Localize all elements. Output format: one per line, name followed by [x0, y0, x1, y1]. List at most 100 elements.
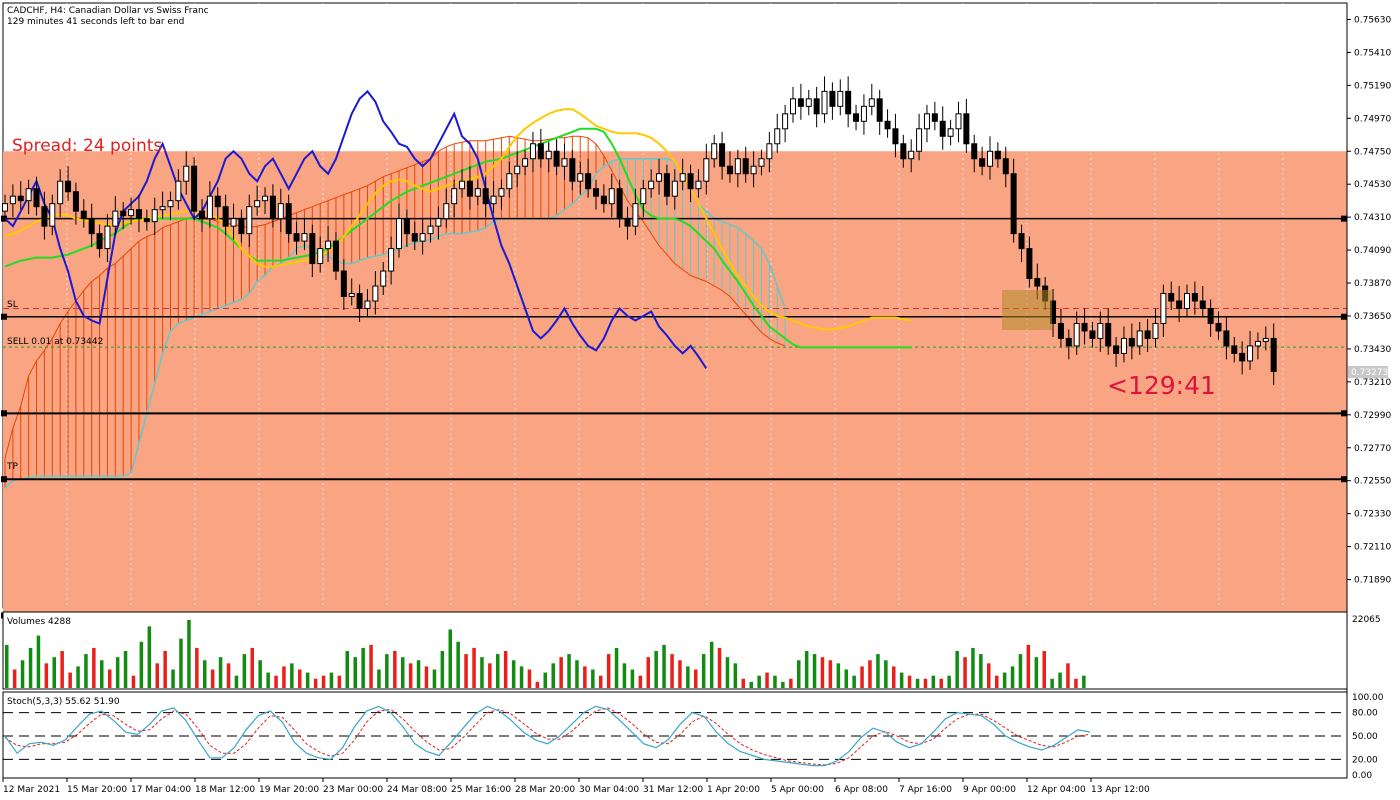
candle-body [104, 225, 111, 250]
candle-body [293, 233, 300, 242]
current-price-tag [1348, 366, 1388, 378]
stoch-signal-line [4, 707, 1091, 766]
volume-bar [987, 663, 991, 688]
candle-body [88, 218, 95, 235]
candle-body [1160, 293, 1167, 324]
volume-bar [195, 647, 199, 688]
senkou-span-a [4, 135, 786, 459]
price-axis[interactable]: 0.75630 0.75410 0.75190 0.74970 0.74750 0.745… [1346, 3, 1391, 778]
candle-body [1105, 322, 1112, 347]
price-tick-label: 0.74310 [1354, 213, 1391, 223]
price-tick-label: 0.74750 [1354, 147, 1391, 157]
volume-bar [68, 672, 72, 688]
volume-label: Volumes 4288 [7, 617, 71, 627]
time-tick-label: 1 Apr 20:00 [707, 785, 760, 795]
volume-bar [123, 651, 128, 688]
candle-body [608, 188, 615, 205]
candle-body [892, 128, 899, 145]
volume-bar [329, 672, 334, 688]
candle-body [332, 240, 339, 272]
time-tick-label: 5 Apr 00:00 [771, 785, 824, 795]
candle-body [593, 188, 599, 197]
candle-body [372, 285, 379, 302]
volume-bar [313, 678, 318, 688]
time-tick-label: 6 Apr 08:00 [835, 785, 888, 795]
candle-body [1184, 293, 1190, 309]
candle-body [380, 270, 387, 287]
candle-body [435, 218, 442, 227]
volume-bar [377, 669, 381, 688]
candle-body [695, 180, 702, 190]
volume-bar [591, 669, 595, 688]
candle-body [742, 158, 749, 175]
volume-bar [733, 663, 738, 688]
volume-bar [171, 669, 175, 688]
stochastic-pane[interactable]: Stoch(5,3,3) 55.62 51.90 100.00 80.00 50.0… [2, 691, 1384, 781]
level-handle [1, 476, 7, 483]
price-tick-label: 0.75630 [1354, 15, 1391, 25]
volume-bar [852, 675, 856, 688]
volume-bar [979, 654, 983, 688]
candle-body [1254, 340, 1261, 347]
candle-body [585, 173, 592, 190]
candle-body [711, 143, 718, 160]
highlight-box [1002, 290, 1052, 330]
candle-body [254, 200, 261, 208]
volume-bar [812, 654, 817, 688]
time-tick-label: 7 Apr 16:00 [899, 785, 952, 795]
volume-bar [860, 666, 864, 688]
volume-bar [1082, 675, 1086, 688]
candle-body [1097, 322, 1104, 339]
volume-bar [955, 651, 959, 688]
volume-bar [701, 654, 706, 688]
volume-bar [1066, 663, 1070, 688]
candle-body [443, 203, 450, 220]
volume-bar [709, 641, 714, 688]
volume-bar [448, 629, 452, 688]
price-pane[interactable]: CADCHF, H4: Canadian Dollar vs Swiss Fra… [1, 2, 1348, 619]
volume-bar [131, 675, 136, 688]
volume-bar [575, 660, 579, 688]
volume-bar [52, 657, 56, 688]
volume-bar [741, 678, 745, 688]
candle-body [663, 173, 670, 197]
candle-body [451, 188, 458, 205]
volume-bar [210, 669, 215, 688]
volume-bar [242, 654, 247, 688]
candle-body [853, 113, 860, 122]
volume-bar [385, 654, 389, 688]
volume-bar [686, 666, 690, 688]
price-tick-label: 0.75410 [1354, 48, 1391, 58]
volume-bar [266, 672, 270, 688]
time-tick-label: 12 Mar 2021 [3, 785, 60, 795]
candle-body [214, 195, 221, 208]
candle-body [1231, 345, 1238, 354]
volume-bar [147, 626, 152, 688]
candle-body [797, 98, 804, 107]
price-tick-label: 0.72770 [1354, 444, 1391, 454]
candle-body [971, 143, 978, 160]
time-axis[interactable]: 12 Mar 2021 15 Mar 20:00 17 Mar 04:00 18 Ma… [2, 778, 1150, 795]
candle-body [490, 195, 497, 205]
price-tick-label: 0.72990 [1354, 411, 1391, 421]
volume-bar [804, 651, 809, 688]
volume-bar [567, 654, 571, 688]
volume-bar [939, 678, 943, 688]
volume-bar [36, 635, 41, 688]
candle-body [719, 143, 726, 167]
price-tick-label: 0.73430 [1354, 345, 1391, 355]
candle-body [703, 158, 710, 182]
sell-order-label: SELL 0.01 at 0.73442 [7, 337, 103, 347]
candle-body [96, 233, 103, 250]
time-tick-label: 15 Mar 20:00 [67, 785, 127, 795]
price-tick-label: 0.73650 [1354, 312, 1391, 322]
volume-bar [401, 657, 405, 688]
current-price-label: 0.73273 [1351, 368, 1388, 378]
volume-pane[interactable]: Volumes 4288 22065 [2, 611, 1381, 690]
candle-body [364, 300, 371, 309]
candle-body [57, 180, 64, 205]
candle-body [939, 120, 946, 137]
candle-body [900, 143, 907, 160]
volume-bar [662, 644, 666, 688]
